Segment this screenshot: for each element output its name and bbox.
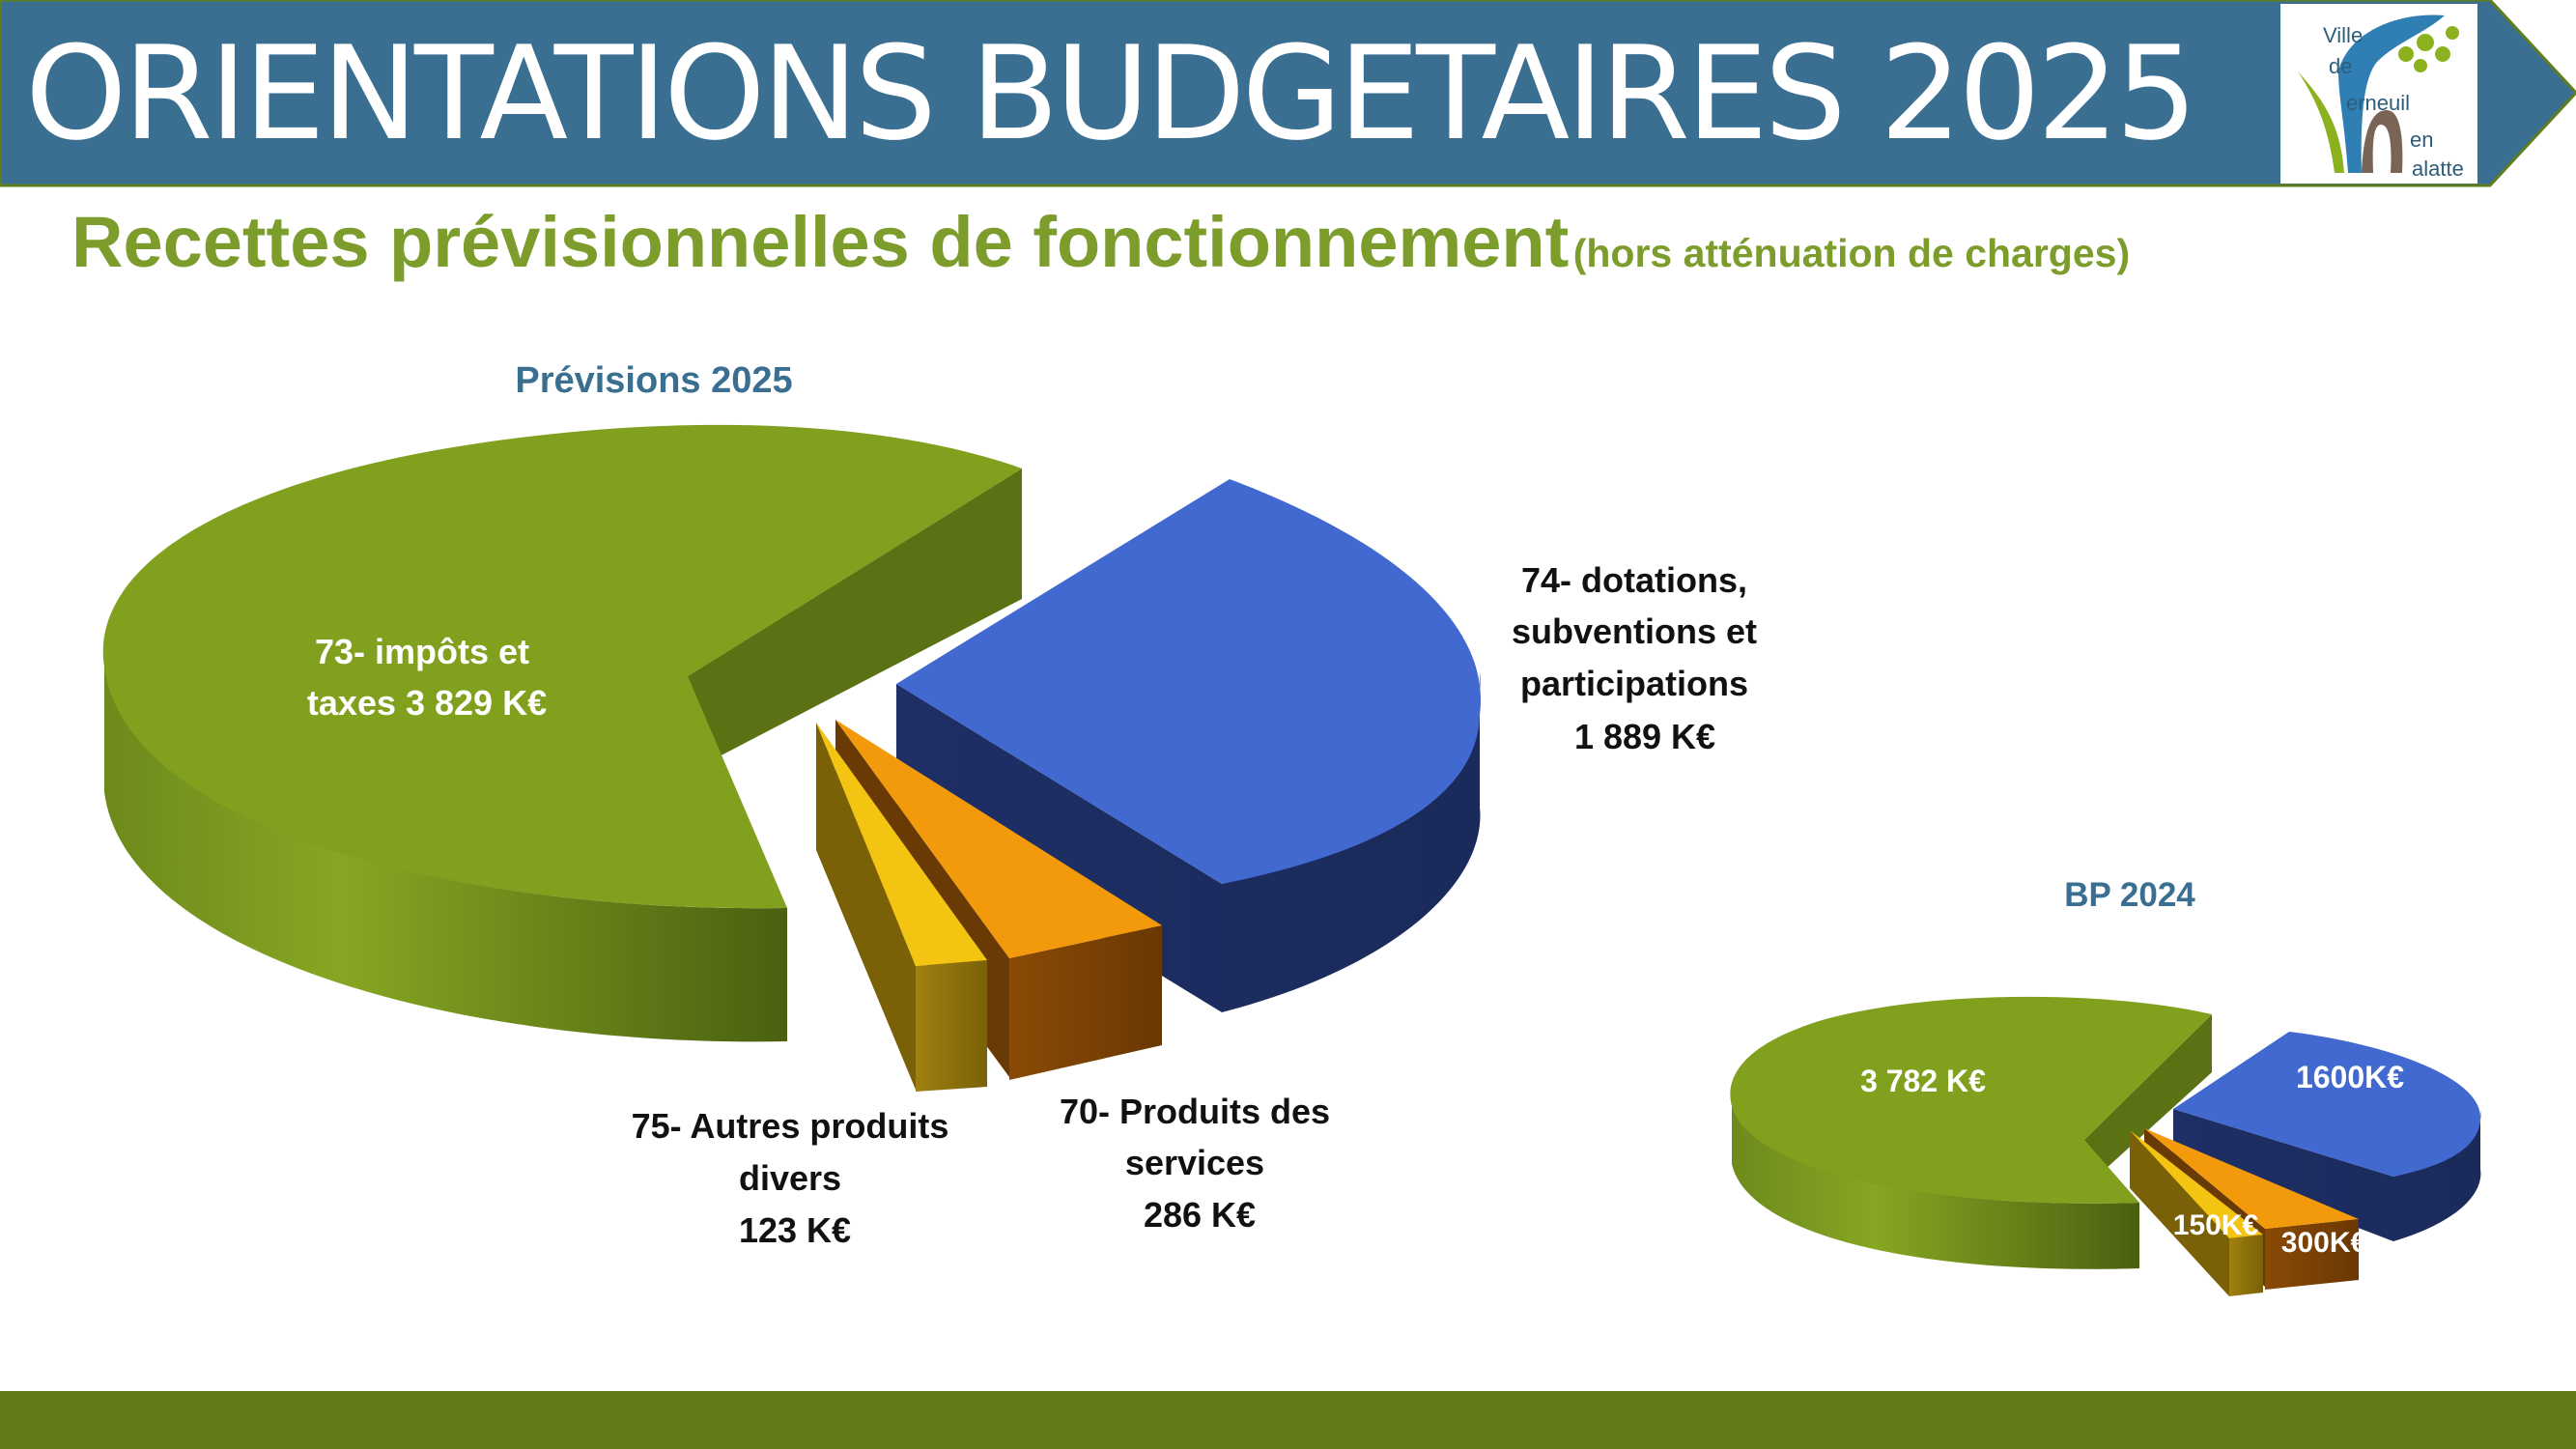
slice-label: 75- Autres produits divers 123 K€ (632, 1106, 959, 1250)
page-subtitle: Recettes prévisionnelles de fonctionneme… (71, 201, 2130, 283)
slice-side (1009, 925, 1162, 1080)
slice-impots-taxes: 3 782 K€ (1730, 996, 2212, 1269)
slice-autres-produits: 75- Autres produits divers 123 K€ (632, 723, 987, 1250)
slice-top (816, 723, 987, 966)
page-title: ORIENTATIONS BUDGETAIRES 2025 (25, 18, 2197, 169)
chart-bp-2024: BP 2024 3 782 K€ 1600K€ 300K€ 150K€ (1730, 876, 2481, 1296)
slice-side (2265, 1219, 2359, 1290)
footer-band (0, 1391, 2576, 1449)
slice-top (2173, 1032, 2481, 1177)
logo-text-line: alatte (2412, 156, 2464, 181)
slice-side (916, 960, 987, 1092)
logo-text-line: en (2410, 128, 2434, 152)
slice-side (1732, 1101, 2139, 1269)
slice-label: 150K€ (2173, 1209, 2259, 1241)
subtitle-note: (hors atténuation de charges) (1572, 231, 2131, 275)
slice-dotations: 1600K€ (2173, 1032, 2481, 1241)
slice-impots-taxes: 73- impôts et taxes 3 829 K€ (102, 424, 1022, 1042)
chart-previsions-2025: Prévisions 2025 73- impôts et taxes 3 82… (102, 360, 1767, 1250)
slice-top (896, 479, 1482, 884)
slice-cut-face (816, 723, 916, 1090)
header-arrow-shape (0, 0, 2576, 187)
logo-text-line: Ville (2323, 23, 2364, 47)
header-banner: ORIENTATIONS BUDGETAIRES 2025 Ville de e… (0, 0, 2576, 188)
slice-top (1730, 996, 2212, 1204)
slice-label: 1600K€ (2296, 1060, 2404, 1094)
pie-charts: Prévisions 2025 73- impôts et taxes 3 82… (102, 360, 2481, 1296)
slice-side (2173, 1109, 2481, 1241)
slice-top (2130, 1130, 2263, 1238)
slice-side (104, 657, 787, 1042)
chart-title: BP 2024 (2064, 876, 2195, 914)
slice-label: 70- Produits des services 286 K€ (1060, 1092, 1340, 1235)
slice-cut-face (688, 469, 1022, 773)
slice-cut-face (2084, 1014, 2212, 1188)
slice-side (896, 671, 1481, 1012)
slice-cut-face (2130, 1130, 2229, 1296)
slice-top (835, 720, 1162, 958)
logo-text-line: de (2329, 54, 2353, 78)
logo-text-line: erneuil (2346, 91, 2411, 115)
slice-side (2229, 1235, 2263, 1296)
chart-title: Prévisions 2025 (515, 360, 792, 401)
slice-autres-produits: 150K€ (2130, 1130, 2263, 1296)
logo-emblem-icon (2298, 14, 2459, 173)
subtitle-main: Recettes prévisionnelles de fonctionneme… (71, 202, 1570, 282)
slice-label: 3 782 K€ (1860, 1064, 1986, 1098)
slice-label: 73- impôts et taxes 3 829 K€ (307, 632, 547, 723)
slice-top (102, 424, 1022, 909)
town-logo: Ville de erneuil en alatte (2280, 4, 2477, 184)
slice-top (2144, 1128, 2359, 1229)
slice-dotations: 74- dotations, subventions et participat… (896, 479, 1767, 1012)
slice-label: 300K€ (2281, 1227, 2367, 1259)
slice-label: 74- dotations, subventions et participat… (1512, 560, 1767, 756)
